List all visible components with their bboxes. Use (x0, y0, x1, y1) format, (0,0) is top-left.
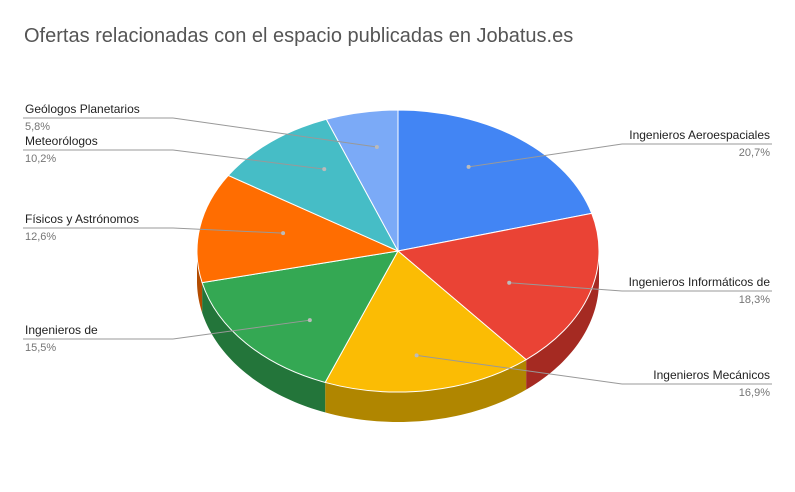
slice-percent-5: 10,2% (25, 153, 56, 165)
leader-dot-5 (322, 167, 327, 172)
slice-label-4: Físicos y Astrónomos (25, 212, 139, 226)
leader-dot-3 (307, 318, 312, 323)
leader-dot-0 (466, 164, 471, 169)
chart-title: Ofertas relacionadas con el espacio publ… (24, 25, 574, 47)
pie-slice-5[interactable] (227, 118, 400, 253)
slice-label-1: Ingenieros Informáticos de (629, 275, 771, 289)
pie-side-4 (197, 251, 203, 313)
pie-slice-4[interactable] (196, 174, 400, 284)
pie-top (196, 109, 600, 393)
pie-slice-6[interactable] (325, 109, 399, 252)
pie-side-1 (526, 251, 599, 390)
leader-line-4 (172, 227, 284, 234)
slice-percent-0: 20,7% (739, 147, 770, 159)
slice-label-2: Ingenieros Mecánicos (653, 368, 770, 382)
slice-percent-3: 15,5% (25, 342, 56, 354)
pie-side-3 (202, 282, 326, 413)
slice-label-6: Geólogos Planetarios (25, 102, 140, 116)
slice-percent-6: 5,8% (25, 121, 50, 133)
slice-percent-1: 18,3% (739, 294, 770, 306)
leader-line-3 (172, 319, 310, 340)
slice-percent-4: 12,6% (25, 231, 56, 243)
pie-slice-3[interactable] (201, 250, 399, 384)
leader-line-0 (468, 143, 623, 168)
leader-dot-2 (414, 353, 419, 358)
leader-line-2 (416, 354, 623, 385)
slice-labels: Ingenieros Aeroespaciales 20,7% Ingenieros… (23, 102, 772, 399)
leader-dot-6 (374, 145, 379, 150)
leader-line-6 (172, 117, 377, 148)
leader-line-5 (172, 149, 325, 170)
slice-label-3: Ingenieros de (25, 323, 98, 337)
pie-slice-1[interactable] (396, 212, 600, 361)
leader-line-1 (509, 282, 623, 292)
leader-dot-4 (281, 231, 286, 236)
leader-dot-1 (507, 280, 512, 285)
slice-percent-2: 16,9% (739, 387, 770, 399)
slice-label-0: Ingenieros Aeroespaciales (629, 128, 770, 142)
slice-label-5: Meteorólogos (25, 134, 98, 148)
pie-slice-0[interactable] (397, 109, 593, 252)
